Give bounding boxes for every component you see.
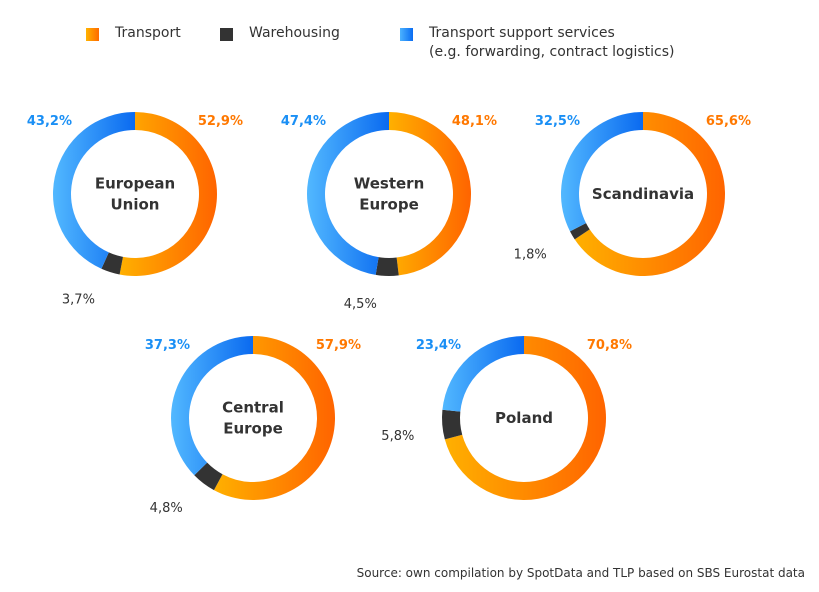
value-label-warehousing: 5,8% — [381, 429, 414, 444]
slice-warehousing — [101, 252, 123, 275]
slice-transport — [389, 112, 472, 276]
support-swatch-icon — [400, 28, 413, 41]
legend-label-support-line2: (e.g. forwarding, contract logistics) — [429, 44, 675, 60]
legend-label-support: Transport support services (e.g. forward… — [429, 24, 675, 62]
legend-label-support-line1: Transport support services — [429, 25, 615, 41]
slice-warehousing — [570, 223, 590, 240]
slice-warehousing — [194, 462, 223, 491]
slice-support — [53, 112, 136, 269]
legend: Transport Warehousing Transport support … — [0, 0, 819, 70]
slice-support — [171, 336, 253, 476]
value-label-support: 47,4% — [281, 114, 326, 129]
donut-charts: European Union 52,9% 43,2% 3,7% Western Europe… — [27, 112, 751, 516]
legend-label-transport: Transport — [115, 25, 181, 41]
source-note: Source: own compilation by SpotData and … — [356, 566, 805, 580]
donut-center-label: European — [95, 175, 175, 193]
value-label-transport: 57,9% — [316, 338, 361, 353]
legend-label-warehousing: Warehousing — [249, 25, 340, 41]
donut-poland: Poland 70,8% 23,4% 5,8% — [381, 336, 632, 500]
slice-support — [307, 112, 389, 275]
legend-item-transport: Transport — [86, 24, 181, 43]
value-label-support: 37,3% — [145, 338, 190, 353]
value-label-transport: 48,1% — [452, 114, 497, 129]
donut-center-label: Poland — [495, 409, 553, 427]
slice-support — [561, 112, 643, 232]
value-label-warehousing: 4,5% — [344, 297, 377, 312]
donut-center-label: Scandinavia — [592, 185, 694, 203]
donut-center-label: Europe — [359, 196, 419, 214]
slice-transport — [119, 112, 218, 277]
legend-item-warehousing: Warehousing — [220, 24, 340, 43]
slice-transport — [213, 336, 335, 500]
donut-center-label: Union — [111, 196, 160, 214]
donut-central-europe: Central Europe 57,9% 37,3% 4,8% — [145, 336, 361, 516]
donut-european-union: European Union 52,9% 43,2% 3,7% — [27, 112, 243, 307]
transport-swatch-icon — [86, 28, 99, 41]
donut-center-label: Europe — [223, 420, 283, 438]
value-label-support: 23,4% — [416, 338, 461, 353]
slice-warehousing — [375, 257, 399, 276]
legend-item-support: Transport support services (e.g. forward… — [400, 24, 675, 62]
donut-center-label: Western — [354, 175, 425, 193]
value-label-transport: 65,6% — [706, 114, 751, 129]
slice-support — [442, 336, 524, 412]
value-label-transport: 52,9% — [198, 114, 243, 129]
donut-center-label: Central — [222, 399, 284, 417]
donut-western-europe: Western Europe 48,1% 47,4% 4,5% — [281, 112, 497, 312]
warehousing-swatch-icon — [220, 28, 233, 41]
value-label-warehousing: 3,7% — [62, 292, 95, 307]
value-label-warehousing: 4,8% — [150, 501, 183, 516]
value-label-warehousing: 1,8% — [514, 248, 547, 263]
value-label-transport: 70,8% — [587, 338, 632, 353]
donut-scandinavia: Scandinavia 65,6% 32,5% 1,8% — [514, 112, 751, 276]
value-label-support: 32,5% — [535, 114, 580, 129]
slice-warehousing — [441, 409, 463, 440]
value-label-support: 43,2% — [27, 114, 72, 129]
